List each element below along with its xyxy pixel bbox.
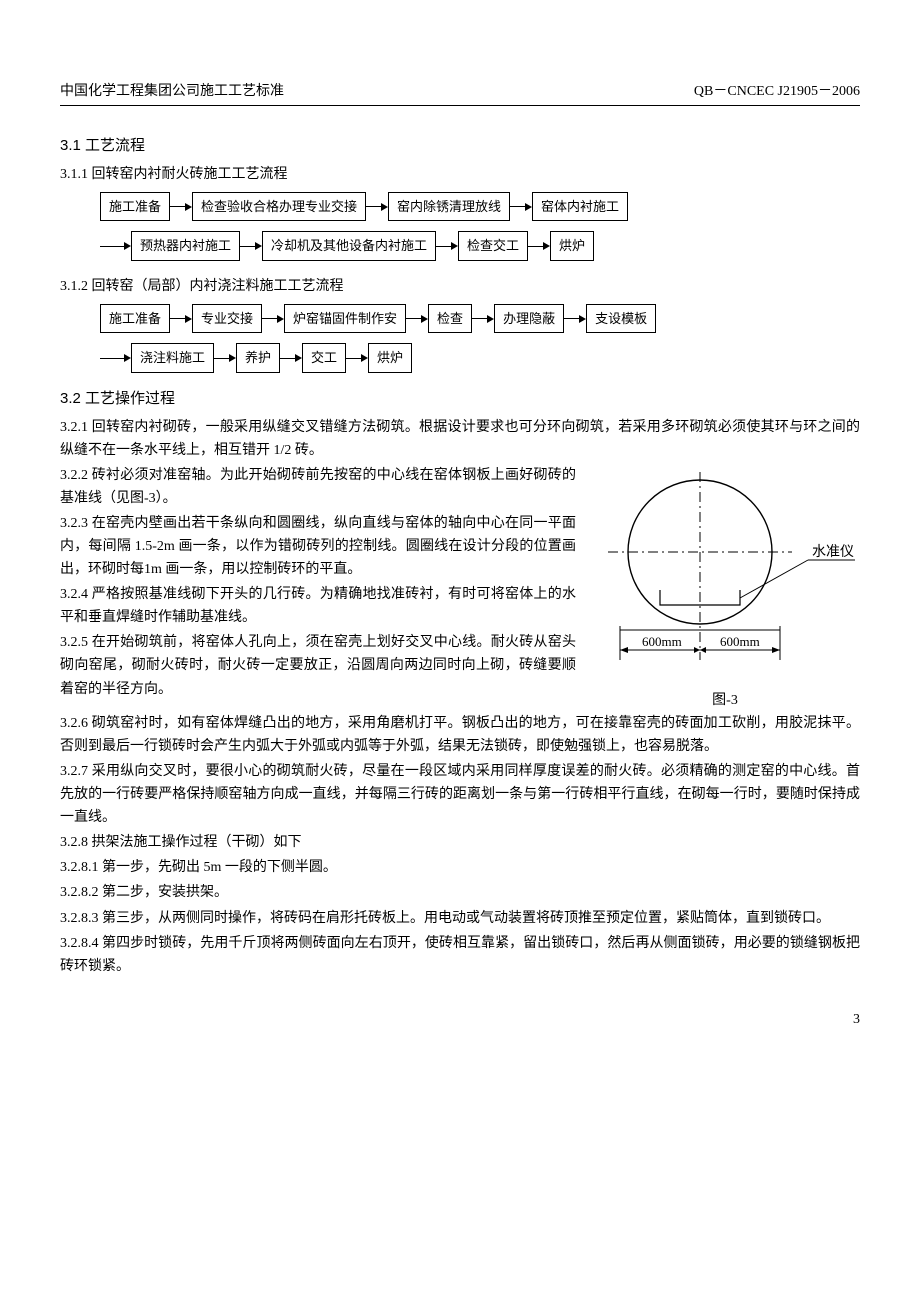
flow-box: 冷却机及其他设备内衬施工 (262, 231, 436, 260)
para-3-2-8-4: 3.2.8.4 第四步时锁砖，先用千斤顶将两侧砖面向左右顶开，使砖相互靠紧，留出… (60, 932, 860, 978)
arrow-right-icon (100, 354, 131, 362)
flow-box: 办理隐蔽 (494, 304, 564, 333)
arrow-right-icon (510, 203, 532, 211)
flow-row: 预热器内衬施工 冷却机及其他设备内衬施工 检查交工 烘炉 (100, 231, 860, 260)
flow-box: 交工 (302, 343, 346, 372)
flowchart-3-1-2: 施工准备 专业交接 炉窑锚固件制作安 检查 办理隐蔽 支设模板 浇注料施工 养护… (100, 304, 860, 373)
arrow-right-icon (472, 315, 494, 323)
flow-row: 施工准备 检查验收合格办理专业交接 窑内除锈清理放线 窑体内衬施工 (100, 192, 860, 221)
flow-box: 烘炉 (550, 231, 594, 260)
page-header: 中国化学工程集团公司施工工艺标准 QB－CNCEC J21905－2006 (60, 80, 860, 106)
flow-box: 检查验收合格办理专业交接 (192, 192, 366, 221)
header-left: 中国化学工程集团公司施工工艺标准 (60, 80, 284, 103)
para-3-2-8-3: 3.2.8.3 第三步，从两侧同时操作，将砖码在肩形托砖板上。用电动或气动装置将… (60, 907, 860, 930)
flow-box: 检查交工 (458, 231, 528, 260)
arrow-right-icon (170, 203, 192, 211)
flow-box: 支设模板 (586, 304, 656, 333)
text-with-figure: 3.2.2 砖衬必须对准窑轴。为此开始砌砖前先按窑的中心线在窑体钢板上画好砌砖的… (60, 464, 860, 712)
arrow-right-icon (214, 354, 236, 362)
flow-box: 施工准备 (100, 192, 170, 221)
flow-box: 浇注料施工 (131, 343, 214, 372)
section-3-2-title: 3.2 工艺操作过程 (60, 387, 860, 412)
para-3-2-3: 3.2.3 在窑壳内壁画出若干条纵向和圆圈线，纵向直线与窑体的轴向中心在同一平面… (60, 512, 576, 581)
para-3-2-8-1: 3.2.8.1 第一步，先砌出 5m 一段的下侧半圆。 (60, 856, 860, 879)
arrow-right-icon (280, 354, 302, 362)
flow-box: 检查 (428, 304, 472, 333)
flow-box: 养护 (236, 343, 280, 372)
para-3-2-5: 3.2.5 在开始砌筑前，将窑体人孔向上，须在窑壳上划好交叉中心线。耐火砖从窑头… (60, 631, 576, 700)
arrow-right-icon (406, 315, 428, 323)
dim-left: 600mm (642, 634, 682, 649)
arrow-right-icon (366, 203, 388, 211)
flow-box: 预热器内衬施工 (131, 231, 240, 260)
flow-row: 施工准备 专业交接 炉窑锚固件制作安 检查 办理隐蔽 支设模板 (100, 304, 860, 333)
arrow-right-icon (436, 242, 458, 250)
figure-caption: 图-3 (590, 689, 860, 712)
arrow-right-icon (170, 315, 192, 323)
flowchart-3-1-1: 施工准备 检查验收合格办理专业交接 窑内除锈清理放线 窑体内衬施工 预热器内衬施… (100, 192, 860, 261)
flow-box: 窑体内衬施工 (532, 192, 628, 221)
figure-label-right: 水准仪 (812, 544, 854, 560)
flow-row: 浇注料施工 养护 交工 烘炉 (100, 343, 860, 372)
header-right: QB－CNCEC J21905－2006 (694, 80, 860, 103)
section-3-1-1-title: 3.1.1 回转窑内衬耐火砖施工工艺流程 (60, 163, 860, 186)
arrow-right-icon (346, 354, 368, 362)
section-3-1-title: 3.1 工艺流程 (60, 134, 860, 159)
para-3-2-2: 3.2.2 砖衬必须对准窑轴。为此开始砌砖前先按窑的中心线在窑体钢板上画好砌砖的… (60, 464, 576, 510)
arrow-right-icon (564, 315, 586, 323)
arrow-right-icon (240, 242, 262, 250)
figure-3-svg: 水准仪 600mm 600mm (590, 470, 860, 685)
para-3-2-4: 3.2.4 严格按照基准线砌下开头的几行砖。为精确地找准砖衬，有时可将窑体上的水… (60, 583, 576, 629)
flow-box: 烘炉 (368, 343, 412, 372)
flow-box: 专业交接 (192, 304, 262, 333)
flow-box: 炉窑锚固件制作安 (284, 304, 406, 333)
para-3-2-8: 3.2.8 拱架法施工操作过程（干砌）如下 (60, 831, 860, 854)
arrow-right-icon (262, 315, 284, 323)
arrow-right-icon (100, 242, 131, 250)
arrow-right-icon (528, 242, 550, 250)
flow-box: 施工准备 (100, 304, 170, 333)
dim-right: 600mm (720, 634, 760, 649)
page-number: 3 (60, 1008, 860, 1031)
para-3-2-6: 3.2.6 砌筑窑衬时，如有窑体焊缝凸出的地方，采用角磨机打平。钢板凸出的地方，… (60, 712, 860, 758)
text-column: 3.2.2 砖衬必须对准窑轴。为此开始砌砖前先按窑的中心线在窑体钢板上画好砌砖的… (60, 464, 576, 703)
para-3-2-7: 3.2.7 采用纵向交叉时，要很小心的砌筑耐火砖，尽量在一段区域内采用同样厚度误… (60, 760, 860, 829)
para-3-2-8-2: 3.2.8.2 第二步，安装拱架。 (60, 881, 860, 904)
flow-box: 窑内除锈清理放线 (388, 192, 510, 221)
figure-3: 水准仪 600mm 600mm 图-3 (590, 464, 860, 712)
para-3-2-1: 3.2.1 回转窑内衬砌砖，一般采用纵缝交叉错缝方法砌筑。根据设计要求也可分环向… (60, 416, 860, 462)
section-3-1-2-title: 3.1.2 回转窑（局部）内衬浇注料施工工艺流程 (60, 275, 860, 298)
